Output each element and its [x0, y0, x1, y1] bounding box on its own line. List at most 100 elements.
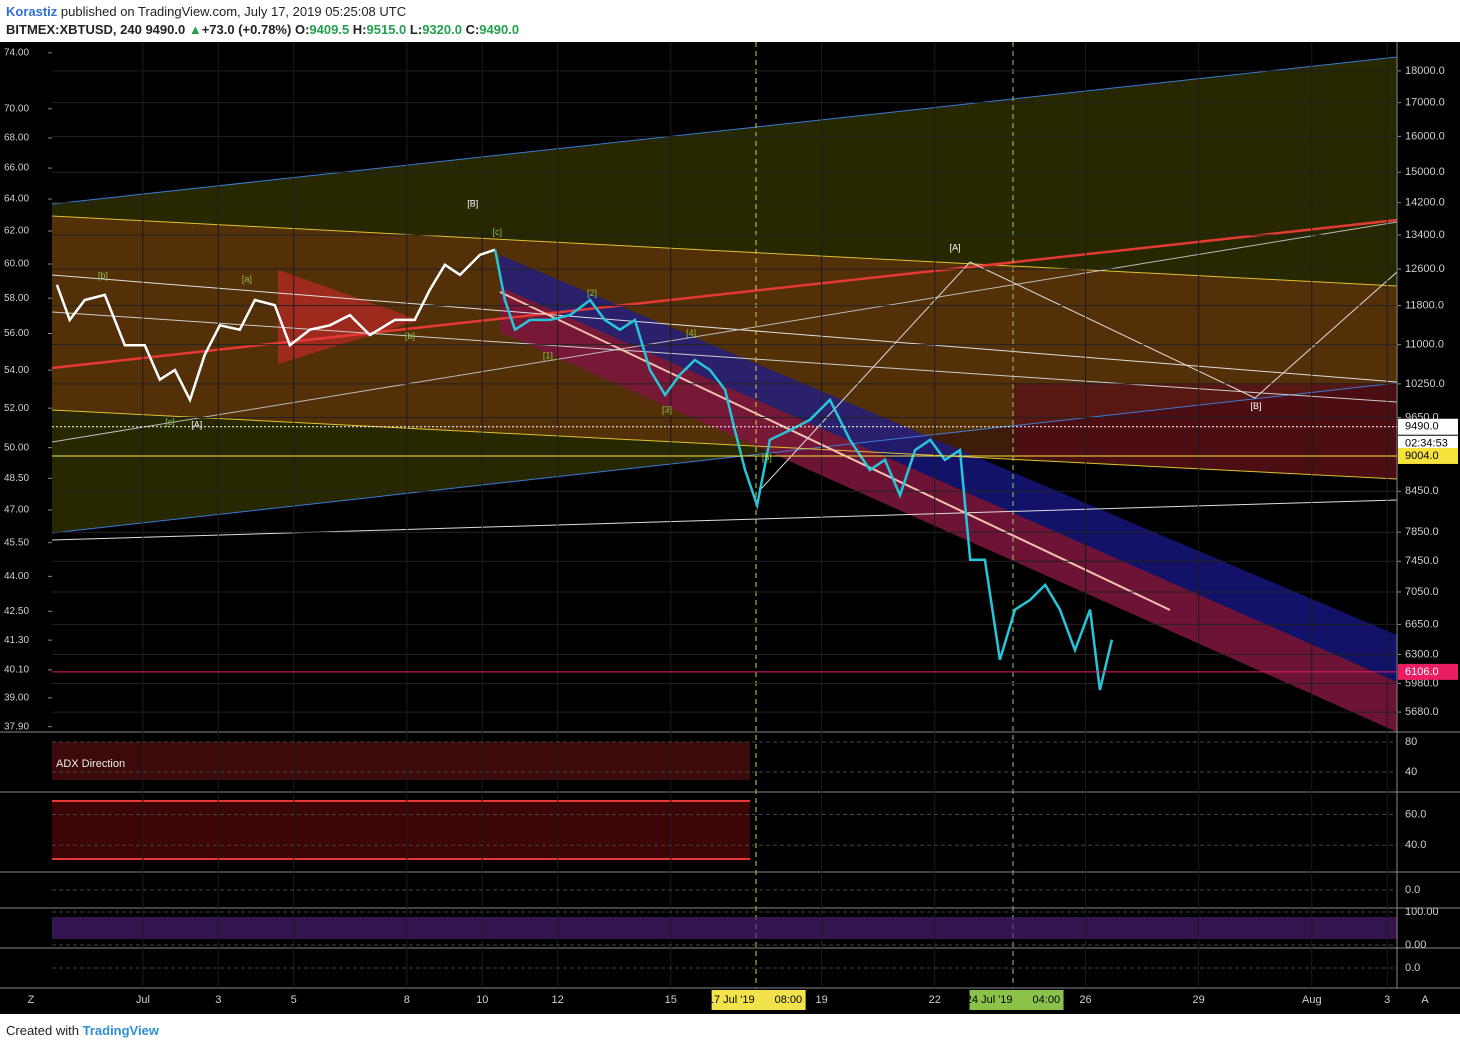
- countdown-box: [1398, 435, 1458, 452]
- y2-tick-label: 54.00: [4, 365, 29, 376]
- open-label: O:: [294, 22, 310, 37]
- y2-tick-label: 56.00: [4, 328, 29, 339]
- price-line: [493, 249, 1114, 691]
- y-tick-label: 11000.0: [1405, 339, 1444, 351]
- y-tick-label: 18000.0: [1405, 65, 1445, 77]
- trend-line: [51, 218, 1398, 370]
- brand[interactable]: TradingView: [82, 1023, 159, 1038]
- price-tag-label: 9004.0: [1405, 450, 1439, 462]
- y2-tick-label: 48.50: [4, 473, 29, 484]
- low-label: L:: [409, 22, 423, 37]
- time-tag: [969, 990, 1064, 1010]
- wave-label: [B]: [467, 198, 478, 208]
- y2-tick-label: 64.00: [4, 194, 29, 205]
- auto-button[interactable]: A: [1421, 994, 1429, 1006]
- price-tag: [1398, 447, 1458, 464]
- change: +73.0 (+0.78%): [201, 22, 292, 37]
- x-tick-label: 19: [815, 994, 827, 1006]
- wave-label: [B]: [1250, 401, 1261, 411]
- price-tag-label: 9490.0: [1405, 421, 1439, 433]
- x-tick-label: 26: [1079, 994, 1091, 1006]
- y-tick-label: 15000.0: [1405, 166, 1445, 178]
- pane-tick-label: 0.0: [1405, 962, 1420, 974]
- y2-tick-label: 39.00: [4, 692, 29, 703]
- x-tick-label: 8: [404, 994, 410, 1006]
- countdown: 02:34:53: [1405, 438, 1448, 450]
- trend-line: [51, 215, 1398, 287]
- x-tick-label: 15: [665, 994, 677, 1006]
- up-arrow: ▲: [188, 22, 202, 37]
- y-tick-label: 8450.0: [1405, 485, 1439, 497]
- y2-tick-label: 50.00: [4, 442, 29, 453]
- y2-tick-label: 68.00: [4, 133, 29, 144]
- time-tag: [711, 990, 806, 1010]
- y2-tick-label: 47.00: [4, 505, 29, 516]
- trend-line: [51, 409, 1398, 480]
- pane-tick-label: 0.0: [1405, 884, 1420, 896]
- y-tick-label: 10250.0: [1405, 378, 1445, 390]
- trend-line: [51, 311, 1398, 403]
- y-tick-label: 5980.0: [1405, 677, 1439, 689]
- y2-tick-label: 60.00: [4, 259, 29, 270]
- y2-tick-label: 37.90: [4, 721, 29, 732]
- y-tick-label: 5680.0: [1405, 706, 1439, 718]
- wave-label: [b]: [98, 271, 108, 281]
- x-tick-label: Aug: [1302, 994, 1322, 1006]
- pane-tick-label: 40.0: [1405, 839, 1426, 851]
- created-with: Created with: [6, 1023, 79, 1038]
- high: 9515.0: [366, 22, 407, 37]
- price-line: [55, 248, 496, 404]
- trend-line: [51, 382, 1398, 534]
- x-tick-label: 29: [1193, 994, 1205, 1006]
- x-tick-label: Jul: [136, 994, 150, 1006]
- time-tag-date: 17 Jul '19: [708, 994, 755, 1006]
- symbol-line: BITMEX:XBTUSD, 240 9490.0 ▲+73.0 (+0.78%…: [6, 21, 519, 39]
- y2-tick-label: 41.30: [4, 635, 29, 646]
- time-tag-date: 24 Jul '19: [966, 994, 1013, 1006]
- y2-tick-label: 52.00: [4, 403, 29, 414]
- y-tick-label: 7450.0: [1405, 555, 1439, 567]
- y2-tick-label: 66.00: [4, 163, 29, 174]
- pane-tick-label: 100.00: [1405, 906, 1439, 918]
- header: Korastiz published on TradingView.com, J…: [6, 3, 519, 39]
- y-tick-label: 6650.0: [1405, 618, 1439, 630]
- wave-label: [3]: [662, 404, 672, 414]
- panes: ADX Direction: [0, 42, 1460, 989]
- wave-label: [1]: [543, 350, 553, 360]
- y2-tick-label: 62.00: [4, 226, 29, 237]
- author[interactable]: Korastiz: [6, 4, 58, 19]
- price-tag: [1398, 663, 1458, 680]
- x-tick-label: 12: [552, 994, 564, 1006]
- trend-line: [51, 274, 1398, 383]
- x-tick-label: 10: [476, 994, 488, 1006]
- wave-label: [A]: [191, 419, 202, 429]
- y-tick-label: 17000.0: [1405, 97, 1445, 109]
- y2-tick-label: 70.00: [4, 103, 29, 114]
- drawings: [51, 42, 1398, 988]
- zoom-button[interactable]: Z: [28, 994, 35, 1006]
- y-tick-label: 11800.0: [1405, 300, 1444, 312]
- adx-band: [52, 742, 750, 780]
- y-tick-label: 14200.0: [1405, 197, 1445, 209]
- pane-tick-label: 0.00: [1405, 939, 1426, 951]
- y2-tick-label: 40.10: [4, 664, 29, 675]
- y2-tick-label: 44.00: [4, 571, 29, 582]
- open: 9409.5: [309, 22, 350, 37]
- published: published on TradingView.com, July 17, 2…: [60, 4, 407, 19]
- footer: Created with TradingView: [6, 1023, 159, 1038]
- time-tag-time: 04:00: [1033, 994, 1061, 1006]
- y-tick-label: 13400.0: [1405, 229, 1445, 241]
- y-tick-label: 7850.0: [1405, 526, 1439, 538]
- x-tick-label: 5: [291, 994, 297, 1006]
- time-tag-time: 08:00: [775, 994, 803, 1006]
- x-tick-label: 22: [929, 994, 941, 1006]
- pane-tick-label: 60.0: [1405, 808, 1426, 820]
- x-tick-label: 3: [1384, 994, 1390, 1006]
- wave-label: [b]: [405, 331, 415, 341]
- last: 9490.0: [145, 22, 186, 37]
- rsi-band: [52, 801, 750, 859]
- pane-tick-label: 80: [1405, 736, 1417, 748]
- indicator-label: ADX Direction: [56, 758, 125, 770]
